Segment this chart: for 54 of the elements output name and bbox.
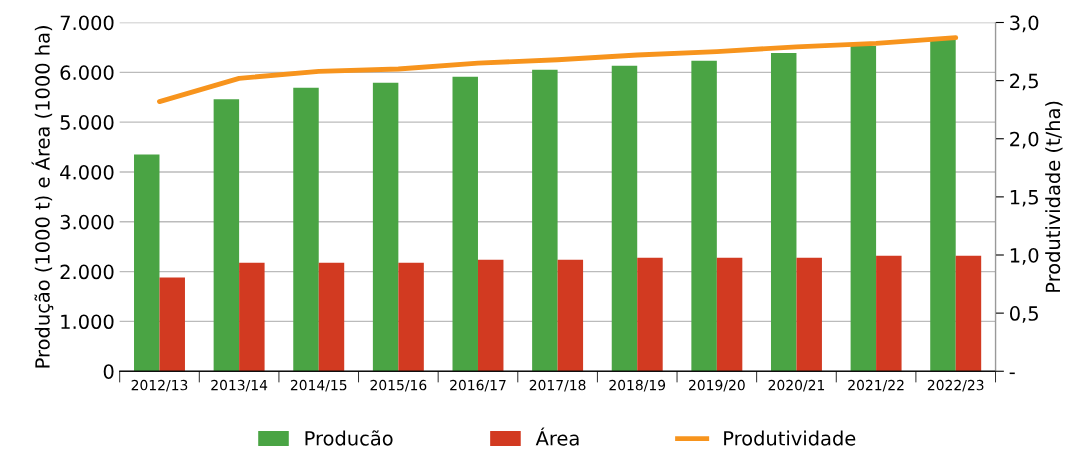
bar (452, 76, 478, 372)
bar (318, 262, 345, 372)
bar (691, 60, 717, 372)
x-tick-label: 2022/23 (927, 379, 984, 392)
x-tick-label: 2017/18 (529, 379, 586, 392)
x-tick-label: 2019/20 (689, 379, 745, 392)
bar (293, 87, 319, 372)
y-tick-label: 6.000 (60, 65, 114, 80)
legend-label: Produtividade (724, 430, 856, 446)
y2-tick-label: 2,5 (1010, 73, 1038, 91)
bar (796, 257, 822, 372)
bar (770, 52, 797, 372)
bar (372, 82, 399, 372)
x-tick-label: 2015/16 (370, 379, 427, 392)
bar (477, 259, 504, 372)
bar (398, 262, 424, 372)
bar (134, 154, 160, 372)
bar (239, 262, 265, 372)
y2-tick-label: 0,5 (1010, 306, 1038, 323)
y2-tick-label: 2,0 (1010, 131, 1039, 149)
legend-label: Área (535, 427, 579, 446)
x-tick-label: 2016/17 (450, 379, 506, 392)
y2-axis-title: Produtividade (t/ha) (1045, 101, 1063, 292)
y-tick-label: 0 (103, 364, 114, 379)
y-tick-label: 2.000 (60, 264, 114, 280)
bar (637, 257, 663, 372)
y-tick-label: 1.000 (61, 314, 114, 330)
x-tick-label: 2014/15 (290, 379, 347, 392)
bar (876, 255, 902, 372)
x-tick-label: 2018/19 (609, 379, 666, 392)
y-tick-label: 7.000 (60, 15, 114, 31)
bar (716, 257, 743, 372)
x-tick-label: 2020/21 (768, 379, 825, 392)
y-tick-label: 5.000 (60, 115, 114, 130)
bar (611, 65, 638, 372)
bar (850, 45, 877, 372)
legend-label: Producão (305, 430, 393, 446)
bar (930, 38, 956, 372)
y2-tick-label: - (1009, 372, 1015, 375)
line-series (157, 35, 959, 104)
y-tick-label: 3.000 (60, 214, 114, 230)
x-tick-label: 2012/13 (131, 379, 188, 392)
y-axis-title: Produção (1000 t) e Área (1000 ha) (31, 26, 54, 368)
x-tick-label: 2021/22 (848, 379, 904, 392)
y-tick-label: 4.000 (60, 164, 114, 180)
y2-tick-label: 1,5 (1010, 190, 1038, 207)
y2-tick-label: 1,0 (1010, 247, 1039, 265)
bar (955, 255, 982, 372)
bar (213, 99, 240, 372)
x-tick-label: 2013/14 (211, 379, 268, 392)
bar (159, 277, 185, 372)
y2-tick-label: 3,0 (1010, 15, 1039, 33)
bar (532, 69, 558, 372)
bar (557, 259, 584, 372)
